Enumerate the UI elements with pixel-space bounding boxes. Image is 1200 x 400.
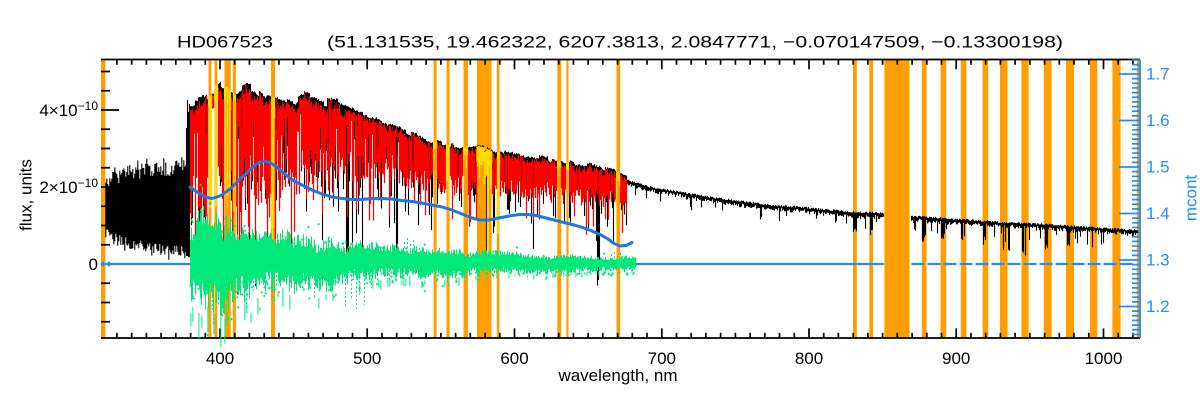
svg-text:700: 700 xyxy=(648,349,676,368)
svg-text:500: 500 xyxy=(353,349,381,368)
svg-text:mcont: mcont xyxy=(1182,175,1200,222)
svg-text:wavelength, nm: wavelength, nm xyxy=(557,366,677,385)
svg-text:flux, units: flux, units xyxy=(17,159,36,231)
svg-text:900: 900 xyxy=(942,349,970,368)
svg-text:HD067523: HD067523 xyxy=(177,33,273,52)
svg-text:1.5: 1.5 xyxy=(1146,158,1170,177)
svg-text:400: 400 xyxy=(206,349,234,368)
svg-text:(51.131535, 19.462322, 6207.38: (51.131535, 19.462322, 6207.3813, 2.0847… xyxy=(327,33,1063,52)
svg-text:600: 600 xyxy=(500,349,528,368)
svg-text:0: 0 xyxy=(89,255,98,274)
svg-text:1.3: 1.3 xyxy=(1146,251,1170,270)
svg-text:1.4: 1.4 xyxy=(1146,204,1170,223)
svg-text:1.2: 1.2 xyxy=(1146,297,1170,316)
svg-text:1000: 1000 xyxy=(1085,349,1123,368)
svg-text:1.7: 1.7 xyxy=(1146,65,1170,84)
svg-text:800: 800 xyxy=(795,349,823,368)
svg-text:1.6: 1.6 xyxy=(1146,111,1170,130)
